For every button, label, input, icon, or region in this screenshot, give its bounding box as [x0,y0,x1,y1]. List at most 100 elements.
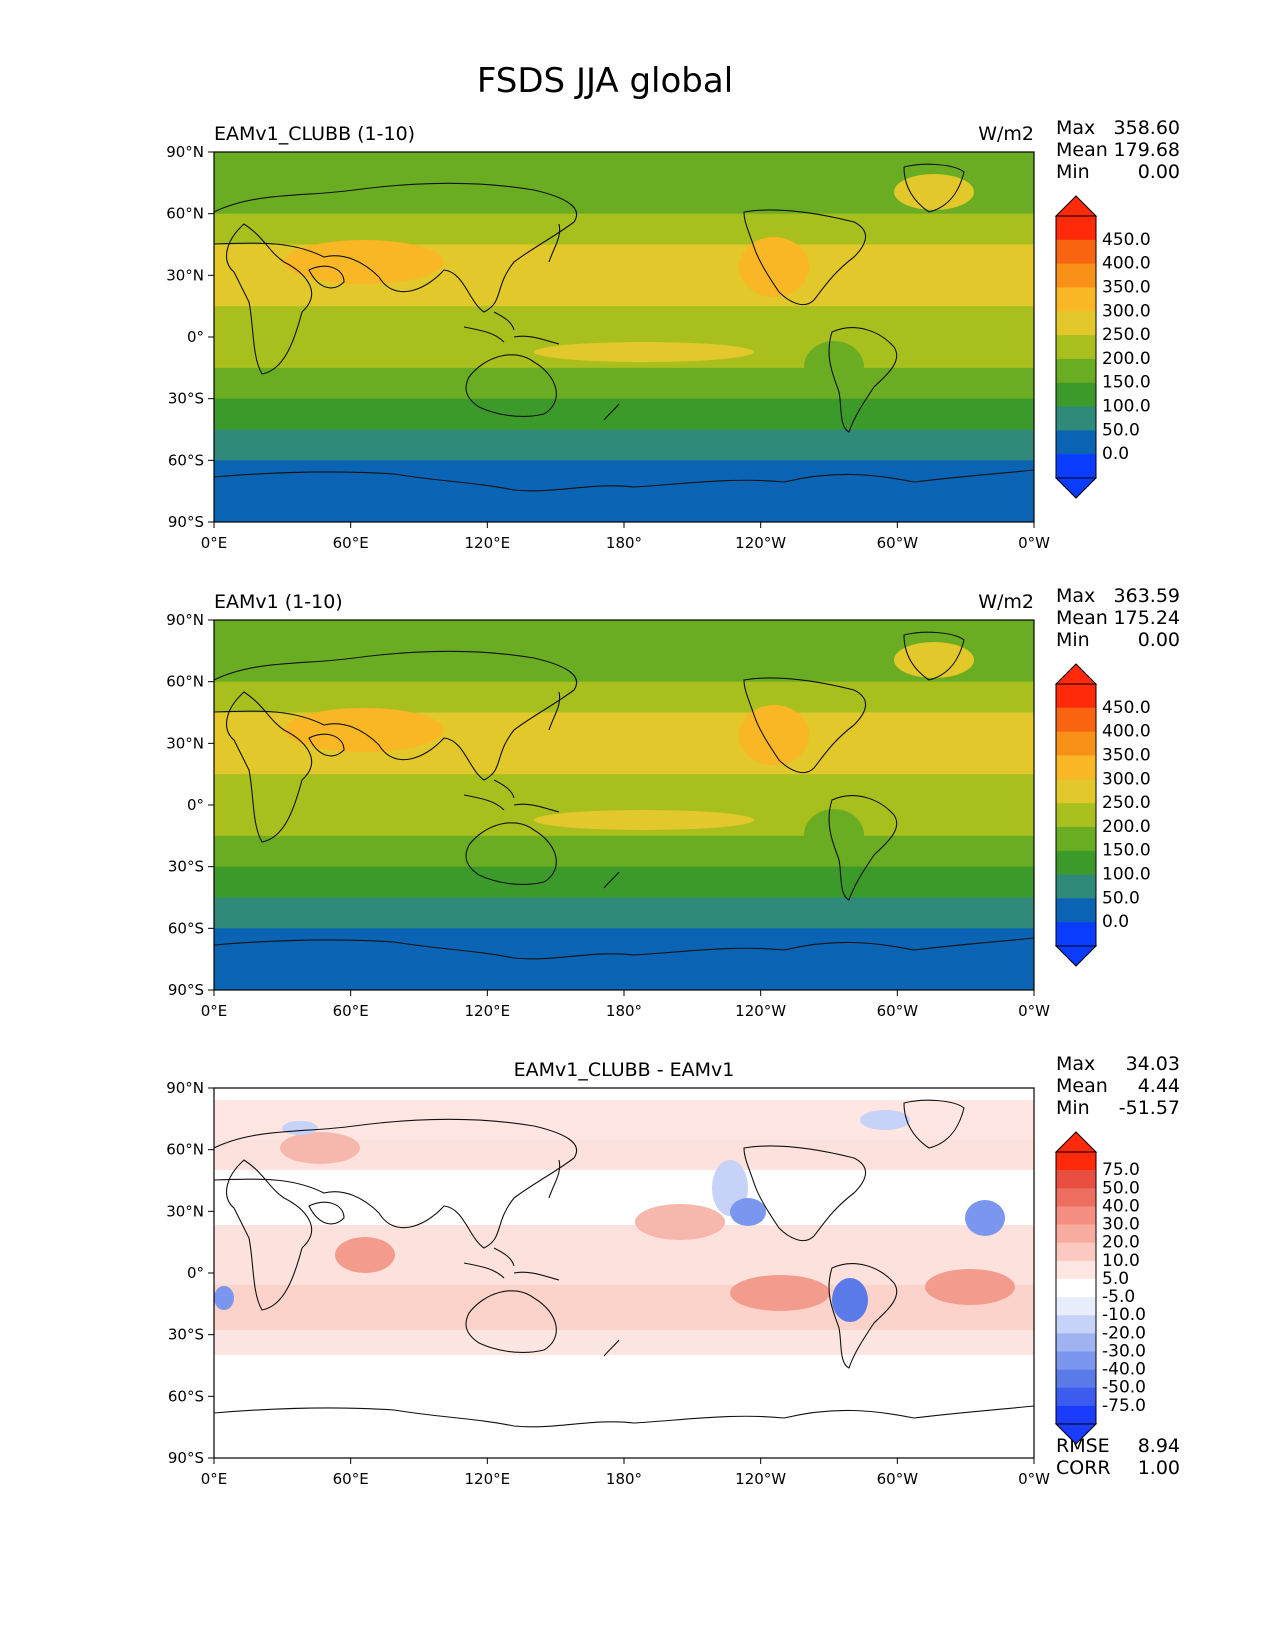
lon-tick-label: 120°W [735,1002,786,1020]
zonal-band [214,398,1034,430]
colorbar-tick-label: 250.0 [1102,325,1151,345]
max-label: Max [1056,585,1095,607]
colorbar-tick-label: 450.0 [1102,698,1151,718]
lat-tick-label: 60°N [166,205,204,223]
colorbar-frame [1055,683,1097,947]
zonal-band [214,835,1034,868]
colorbar-extend-max [1054,663,1098,685]
lat-tick-label: 30°S [168,1326,204,1344]
zonal-band [214,681,1034,713]
rmse-value: 8.94 [1138,1435,1180,1457]
field-blob [534,342,754,362]
colorbar-tick-label: 300.0 [1102,301,1151,321]
lon-tick-label: 60°W [877,1470,919,1488]
colorbar-tick-label: 10.0 [1102,1251,1140,1271]
lat-tick-label: 0° [187,328,204,346]
lon-tick-label: 180° [606,534,642,552]
min-value: 0.00 [1138,629,1180,651]
colorbar-segment [1056,358,1096,384]
colorbar-tick-label: 350.0 [1102,277,1151,297]
colorbar-segment [1056,731,1096,756]
diff-blob-pos [335,1237,395,1273]
units-label: W/m2 [978,123,1034,145]
colorbar-segment [1056,430,1096,455]
colorbar-tick-label: -30.0 [1102,1341,1146,1361]
colorbar-segment [1056,1170,1096,1189]
lat-tick-label: 60°S [168,1387,204,1405]
colorbar-frame [1055,1151,1097,1425]
colorbar-segment [1056,684,1096,709]
mean-value: 175.24 [1114,607,1180,629]
colorbar: 450.0 400.0 350.0 300.0 250.0 200.0 150.0 100.0… [1054,195,1151,499]
lat-tick-label: 90°S [168,513,204,531]
colorbar-segment [1056,239,1096,264]
mean-label: Mean [1056,139,1108,161]
colorbar-tick-label: -20.0 [1102,1323,1146,1343]
diff-band-pos [214,1285,1034,1330]
colorbar-tick-label: 150.0 [1102,841,1151,861]
lon-tick-label: 60°W [877,1002,919,1020]
field-blob [804,809,864,861]
lat-tick-label: 60°S [168,919,204,937]
mean-label: Mean [1056,1075,1108,1097]
lat-tick-label: 30°S [168,390,204,408]
lat-tick-label: 90°S [168,1449,204,1467]
lat-tick-label: 0° [187,796,204,814]
colorbar-tick-label: 300.0 [1102,769,1151,789]
diff-blob-pos [635,1204,725,1240]
colorbar-segment [1056,287,1096,312]
colorbar-tick-label: 400.0 [1102,254,1151,274]
zonal-band [214,367,1034,400]
zonal-band [214,774,1034,806]
max-value: 363.59 [1114,585,1180,607]
max-label: Max [1056,1053,1095,1075]
colorbar-tick-label: 75.0 [1102,1160,1140,1180]
lon-tick-label: 0°W [1018,1002,1050,1020]
zonal-band [214,928,1034,960]
colorbar-segment [1056,755,1096,780]
lon-tick-label: 120°E [465,1002,511,1020]
colorbar-tick-label: 0.0 [1102,444,1129,464]
lat-tick-label: 90°N [166,611,204,629]
max-value: 34.03 [1126,1053,1180,1075]
zonal-band [214,213,1034,245]
zonal-band [214,429,1034,461]
lon-tick-label: 60°E [333,1470,369,1488]
field-blob [894,642,974,678]
colorbar-tick-label: -50.0 [1102,1378,1146,1398]
colorbar-tick-label: 400.0 [1102,722,1151,742]
zonal-band [214,491,1034,522]
field-blob [739,705,809,765]
lat-tick-label: 90°N [166,143,204,161]
diff-blob-neg [282,1121,318,1135]
colorbar-tick-label: -40.0 [1102,1360,1146,1380]
units-label: W/m2 [978,591,1034,613]
colorbar-tick-label: 200.0 [1102,349,1151,369]
lon-tick-label: 0°W [1018,1470,1050,1488]
colorbar-segment [1056,1206,1096,1225]
colorbar-segment [1056,1351,1096,1370]
diff-band-pos-weak [214,1330,1034,1355]
max-value: 358.60 [1114,117,1180,139]
colorbar-tick-label: 350.0 [1102,745,1151,765]
colorbar-tick-label: -5.0 [1102,1287,1135,1307]
mean-value: 179.68 [1114,139,1180,161]
colorbar-tick-label: 450.0 [1102,230,1151,250]
panel-title: EAMv1_CLUBB (1-10) [214,123,415,145]
colorbar-extend-min [1054,477,1098,499]
colorbar-segment [1056,1297,1096,1316]
colorbar-segment [1056,1242,1096,1262]
field-blob [534,810,754,830]
colorbar-tick-label: -75.0 [1102,1396,1146,1416]
colorbar-segment [1056,898,1096,923]
colorbar-segment [1056,1315,1096,1334]
lon-tick-label: 180° [606,1002,642,1020]
colorbar: 450.0 400.0 350.0 300.0 250.0 200.0 150.0 100.0… [1054,663,1151,967]
colorbar-tick-label: 100.0 [1102,865,1151,885]
lon-tick-label: 60°E [333,1002,369,1020]
colorbar-tick-label: 250.0 [1102,793,1151,813]
lat-ticks: 90°N 60°N 30°N 0° 30°S 60°S 90°S [166,1079,214,1467]
corr-label: CORR [1056,1457,1111,1479]
colorbar-frame [1055,215,1097,479]
